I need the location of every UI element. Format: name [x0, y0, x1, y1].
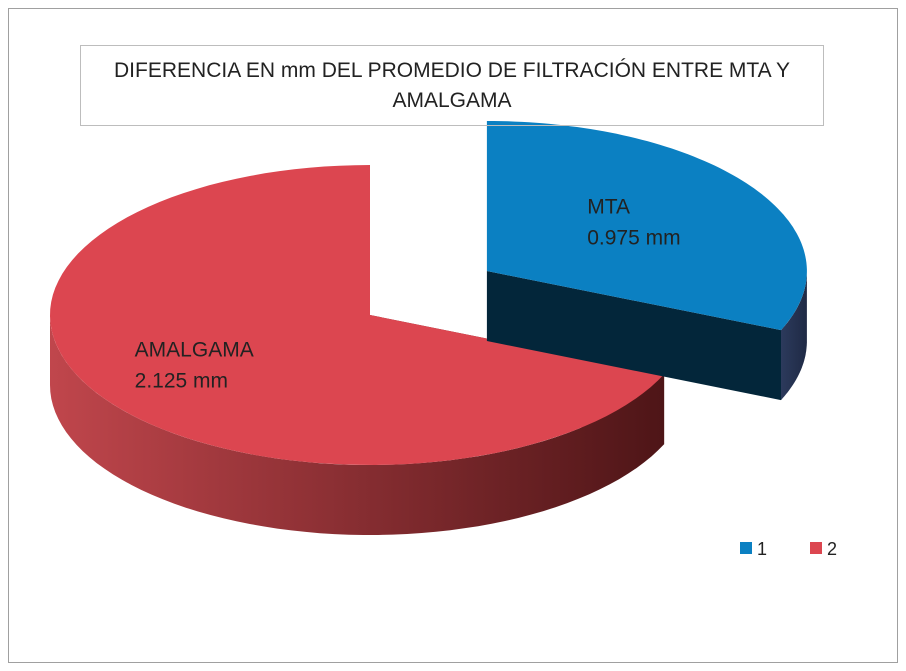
slice-wall [781, 271, 807, 401]
legend-swatch [810, 542, 822, 554]
slice-side [486, 271, 781, 401]
legend-swatch [740, 542, 752, 554]
legend-label: 1 [757, 539, 767, 559]
frame [8, 8, 898, 663]
slice-label: AMALGAMA [135, 339, 254, 362]
slice-value-label: 2.125 mm [135, 370, 228, 393]
slice [50, 165, 665, 465]
legend-label: 2 [827, 539, 837, 559]
slice-wall [50, 315, 665, 535]
slice [486, 121, 807, 331]
chart-title: DIFERENCIA EN mm DEL PROMEDIO DE FILTRAC… [80, 45, 824, 126]
slice-value-label: 0.975 mm [587, 226, 680, 249]
slice-label: MTA [587, 195, 630, 218]
